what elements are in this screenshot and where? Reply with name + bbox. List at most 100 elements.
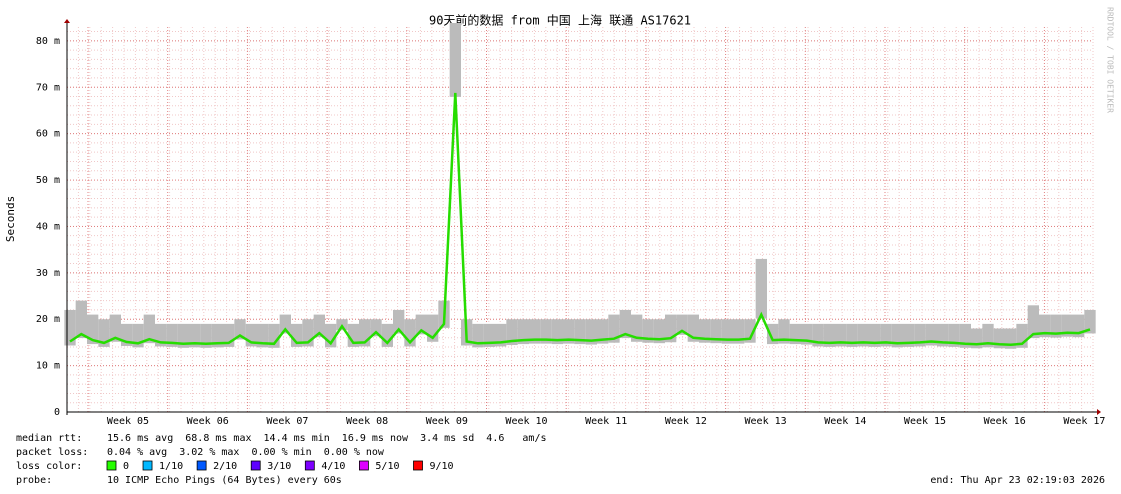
x-tick-label: Week 14	[824, 416, 866, 427]
y-tick-label: 50 m	[36, 175, 60, 186]
smoke	[155, 323, 167, 347]
smoke	[789, 323, 801, 345]
y-tick-label: 20 m	[36, 314, 60, 325]
smoke	[257, 323, 269, 348]
y-tick-label: 30 m	[36, 268, 60, 279]
stat-label: probe:	[16, 475, 52, 486]
smoke	[959, 323, 971, 348]
smoke	[449, 23, 461, 97]
smoke	[903, 323, 915, 347]
x-tick-label: Week 17	[1063, 416, 1105, 427]
smoke	[608, 314, 620, 343]
x-tick-label: Week 05	[107, 416, 149, 427]
smoke	[291, 323, 303, 347]
smoke	[676, 314, 688, 335]
smoke	[925, 323, 937, 346]
smoke	[234, 319, 246, 340]
smoke	[75, 300, 87, 339]
smoke	[755, 258, 767, 319]
smoke	[245, 323, 257, 347]
legend-swatch	[142, 460, 153, 471]
smoke	[223, 323, 235, 347]
smoke	[415, 314, 427, 335]
x-tick-label: Week 13	[745, 416, 787, 427]
smoke	[506, 319, 518, 346]
smoke	[631, 314, 643, 342]
x-tick-label: Week 10	[505, 416, 547, 427]
legend-label: 5/10	[375, 461, 399, 472]
smoke	[1016, 323, 1028, 348]
smoke	[211, 323, 223, 348]
smoke	[687, 314, 699, 342]
end-time: end: Thu Apr 23 02:19:03 2026	[930, 475, 1105, 486]
y-tick-label: 80 m	[36, 36, 60, 47]
smoke	[880, 323, 892, 347]
smoke	[495, 323, 507, 347]
smoke	[121, 323, 133, 346]
smoke	[1073, 314, 1085, 338]
smoke	[404, 319, 416, 347]
smoke	[325, 323, 337, 348]
smoke	[914, 323, 926, 347]
smoke	[744, 319, 756, 343]
smoke	[710, 319, 722, 344]
smoke	[823, 323, 835, 347]
smoke	[597, 319, 609, 344]
x-tick-label: Week 06	[187, 416, 229, 427]
smoke	[200, 323, 212, 348]
legend-swatch	[250, 460, 261, 471]
legend-label: 2/10	[213, 461, 237, 472]
smoke	[64, 309, 76, 346]
smoke	[483, 323, 495, 347]
smoke	[166, 323, 178, 347]
smoke	[982, 323, 994, 348]
x-tick-label: Week 16	[984, 416, 1026, 427]
median-line	[69, 92, 1091, 346]
y-tick-label: 10 m	[36, 361, 60, 372]
smoke	[857, 323, 869, 347]
watermark: RRDTOOL / TOBI OETIKER	[1106, 7, 1115, 113]
smoke	[189, 323, 201, 348]
legend-label: 1/10	[159, 461, 183, 472]
arrow	[64, 19, 70, 23]
y-tick-label: 0	[54, 407, 60, 418]
smoke	[563, 319, 575, 344]
x-tick-label: Week 11	[585, 416, 627, 427]
smoke	[1039, 314, 1051, 338]
x-tick-label: Week 12	[665, 416, 707, 427]
smoke	[767, 323, 779, 345]
smoke	[313, 314, 325, 338]
smoke	[359, 319, 371, 347]
smoke	[835, 323, 847, 347]
smoke	[642, 319, 654, 343]
smoke	[551, 319, 563, 345]
arrow	[1097, 409, 1101, 415]
legend-swatch	[106, 460, 117, 471]
stat-text: 0.04 % avg 3.02 % max 0.00 % min 0.00 % …	[107, 447, 385, 458]
smoke	[778, 319, 790, 344]
smoke	[1061, 314, 1073, 337]
smoke	[1050, 314, 1062, 338]
legend-label: 3/10	[267, 461, 291, 472]
smoke	[869, 323, 881, 347]
smoke	[268, 323, 280, 348]
smoke	[87, 314, 99, 345]
x-tick-label: Week 07	[266, 416, 308, 427]
smoke	[653, 319, 665, 344]
smoke	[937, 323, 949, 347]
x-tick-label: Week 15	[904, 416, 946, 427]
smoke	[370, 319, 382, 337]
smoke	[574, 319, 586, 345]
smoke	[1005, 328, 1017, 349]
legend-label: 4/10	[321, 461, 345, 472]
smoke	[132, 323, 144, 348]
smoke	[177, 323, 189, 348]
x-tick-label: Week 09	[426, 416, 468, 427]
smoke	[891, 323, 903, 348]
legend-label: 9/10	[430, 461, 454, 472]
smoke	[993, 328, 1005, 349]
y-axis-label: Seconds	[4, 196, 17, 242]
smoke	[721, 319, 733, 344]
smoke	[948, 323, 960, 347]
smoke	[98, 319, 110, 347]
